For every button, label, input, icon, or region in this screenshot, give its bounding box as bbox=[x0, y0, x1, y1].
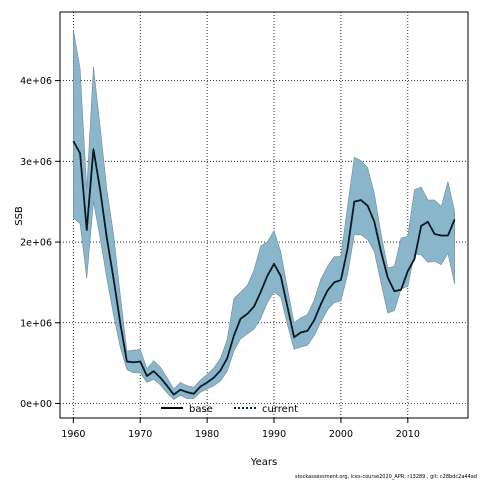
legend: base current bbox=[161, 404, 298, 415]
x-tick-label: 2000 bbox=[329, 429, 353, 440]
plot-frame bbox=[59, 11, 469, 419]
x-axis: 1960 1970 1980 1990 2000 2010 bbox=[61, 418, 420, 440]
y-tick-label: 3e+06 bbox=[20, 157, 52, 168]
y-axis: 0e+00 1e+06 2e+06 3e+06 4e+06 bbox=[20, 76, 60, 410]
x-tick-label: 1970 bbox=[128, 429, 152, 440]
series-line-current bbox=[72, 140, 456, 396]
grid bbox=[60, 12, 468, 418]
footer-note: stockassessment.org, ices-course2020_APR… bbox=[295, 474, 477, 480]
x-tick-label: 2010 bbox=[396, 429, 420, 440]
series-lines bbox=[72, 140, 456, 396]
x-tick-label: 1990 bbox=[262, 429, 286, 440]
x-tick-label: 1960 bbox=[61, 429, 85, 440]
confidence-band bbox=[73, 29, 455, 400]
legend-label-current: current bbox=[262, 404, 298, 415]
y-tick-label: 2e+06 bbox=[20, 238, 52, 249]
y-tick-label: 1e+06 bbox=[20, 318, 52, 329]
y-tick-label: 4e+06 bbox=[20, 76, 52, 87]
y-axis-title: SSB bbox=[14, 206, 25, 226]
x-axis-title: Years bbox=[250, 457, 277, 468]
x-tick-label: 1980 bbox=[195, 429, 219, 440]
y-tick-label: 0e+00 bbox=[20, 399, 52, 410]
legend-label-base: base bbox=[189, 404, 213, 415]
